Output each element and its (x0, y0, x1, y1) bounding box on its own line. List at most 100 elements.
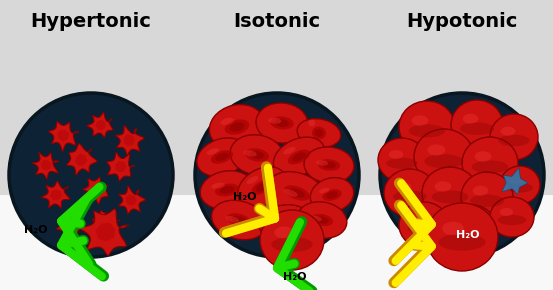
Ellipse shape (256, 103, 308, 143)
Polygon shape (91, 185, 101, 195)
Ellipse shape (432, 191, 468, 203)
Ellipse shape (247, 176, 258, 184)
Ellipse shape (238, 167, 286, 207)
Ellipse shape (310, 177, 354, 212)
Ellipse shape (422, 167, 478, 219)
Ellipse shape (284, 185, 310, 201)
Ellipse shape (284, 189, 298, 197)
Ellipse shape (292, 153, 306, 162)
Ellipse shape (270, 216, 283, 222)
Text: H₂O: H₂O (24, 225, 48, 235)
Ellipse shape (197, 138, 247, 176)
Ellipse shape (389, 150, 403, 159)
Ellipse shape (220, 118, 234, 125)
Text: H₂O: H₂O (456, 230, 480, 240)
Ellipse shape (227, 213, 251, 227)
Ellipse shape (500, 166, 540, 204)
Ellipse shape (427, 144, 446, 156)
Polygon shape (87, 112, 113, 137)
Ellipse shape (225, 119, 249, 135)
Text: Hypotonic: Hypotonic (406, 12, 518, 31)
Ellipse shape (399, 101, 455, 153)
Ellipse shape (255, 182, 268, 192)
Polygon shape (41, 181, 70, 208)
Ellipse shape (473, 186, 488, 196)
Ellipse shape (316, 160, 328, 166)
Ellipse shape (259, 205, 311, 241)
Ellipse shape (322, 189, 342, 201)
Ellipse shape (387, 158, 418, 169)
Ellipse shape (273, 137, 325, 177)
Polygon shape (40, 160, 51, 171)
Ellipse shape (315, 129, 324, 137)
Ellipse shape (210, 105, 265, 149)
Ellipse shape (414, 129, 474, 185)
Polygon shape (65, 220, 76, 230)
Ellipse shape (501, 127, 515, 136)
Polygon shape (116, 161, 127, 173)
Ellipse shape (459, 217, 473, 226)
Ellipse shape (315, 216, 329, 224)
Polygon shape (80, 209, 129, 255)
Ellipse shape (426, 203, 498, 271)
Ellipse shape (509, 176, 521, 184)
Ellipse shape (207, 148, 219, 155)
Polygon shape (75, 153, 87, 166)
Polygon shape (32, 153, 59, 179)
Ellipse shape (490, 197, 534, 237)
Ellipse shape (409, 124, 445, 137)
Ellipse shape (311, 214, 333, 226)
Polygon shape (83, 177, 108, 204)
Ellipse shape (435, 181, 451, 192)
Ellipse shape (309, 216, 322, 222)
Ellipse shape (460, 122, 494, 135)
Ellipse shape (232, 216, 247, 224)
Polygon shape (96, 223, 115, 241)
Ellipse shape (319, 188, 330, 193)
Ellipse shape (448, 205, 496, 249)
Ellipse shape (410, 215, 425, 224)
Ellipse shape (200, 171, 254, 209)
Ellipse shape (498, 135, 530, 146)
Polygon shape (101, 218, 112, 228)
Polygon shape (107, 152, 134, 181)
Ellipse shape (472, 160, 508, 173)
Ellipse shape (322, 161, 336, 169)
Polygon shape (95, 120, 106, 130)
Ellipse shape (288, 150, 310, 164)
Ellipse shape (498, 215, 526, 225)
Ellipse shape (470, 195, 504, 207)
Ellipse shape (220, 186, 234, 194)
Ellipse shape (273, 217, 296, 229)
Ellipse shape (211, 183, 225, 189)
Ellipse shape (289, 188, 305, 198)
Ellipse shape (211, 150, 233, 164)
Ellipse shape (326, 191, 338, 199)
Ellipse shape (384, 169, 436, 217)
Polygon shape (119, 186, 145, 214)
Ellipse shape (268, 118, 281, 124)
Polygon shape (126, 194, 137, 206)
Ellipse shape (260, 210, 324, 270)
Ellipse shape (226, 216, 239, 222)
Ellipse shape (474, 151, 492, 162)
Ellipse shape (439, 234, 486, 251)
Ellipse shape (393, 191, 427, 203)
Polygon shape (502, 168, 528, 194)
Ellipse shape (245, 148, 269, 162)
Ellipse shape (507, 183, 533, 193)
Polygon shape (56, 211, 84, 238)
Polygon shape (67, 144, 97, 175)
Ellipse shape (252, 179, 273, 195)
Ellipse shape (442, 222, 464, 235)
Ellipse shape (215, 153, 229, 161)
Text: Hypertonic: Hypertonic (30, 12, 152, 31)
Ellipse shape (425, 154, 463, 168)
Polygon shape (116, 126, 144, 155)
Ellipse shape (500, 208, 513, 216)
Ellipse shape (271, 237, 313, 252)
Polygon shape (50, 189, 61, 200)
Ellipse shape (461, 172, 513, 222)
Ellipse shape (309, 119, 315, 126)
Ellipse shape (268, 172, 326, 214)
